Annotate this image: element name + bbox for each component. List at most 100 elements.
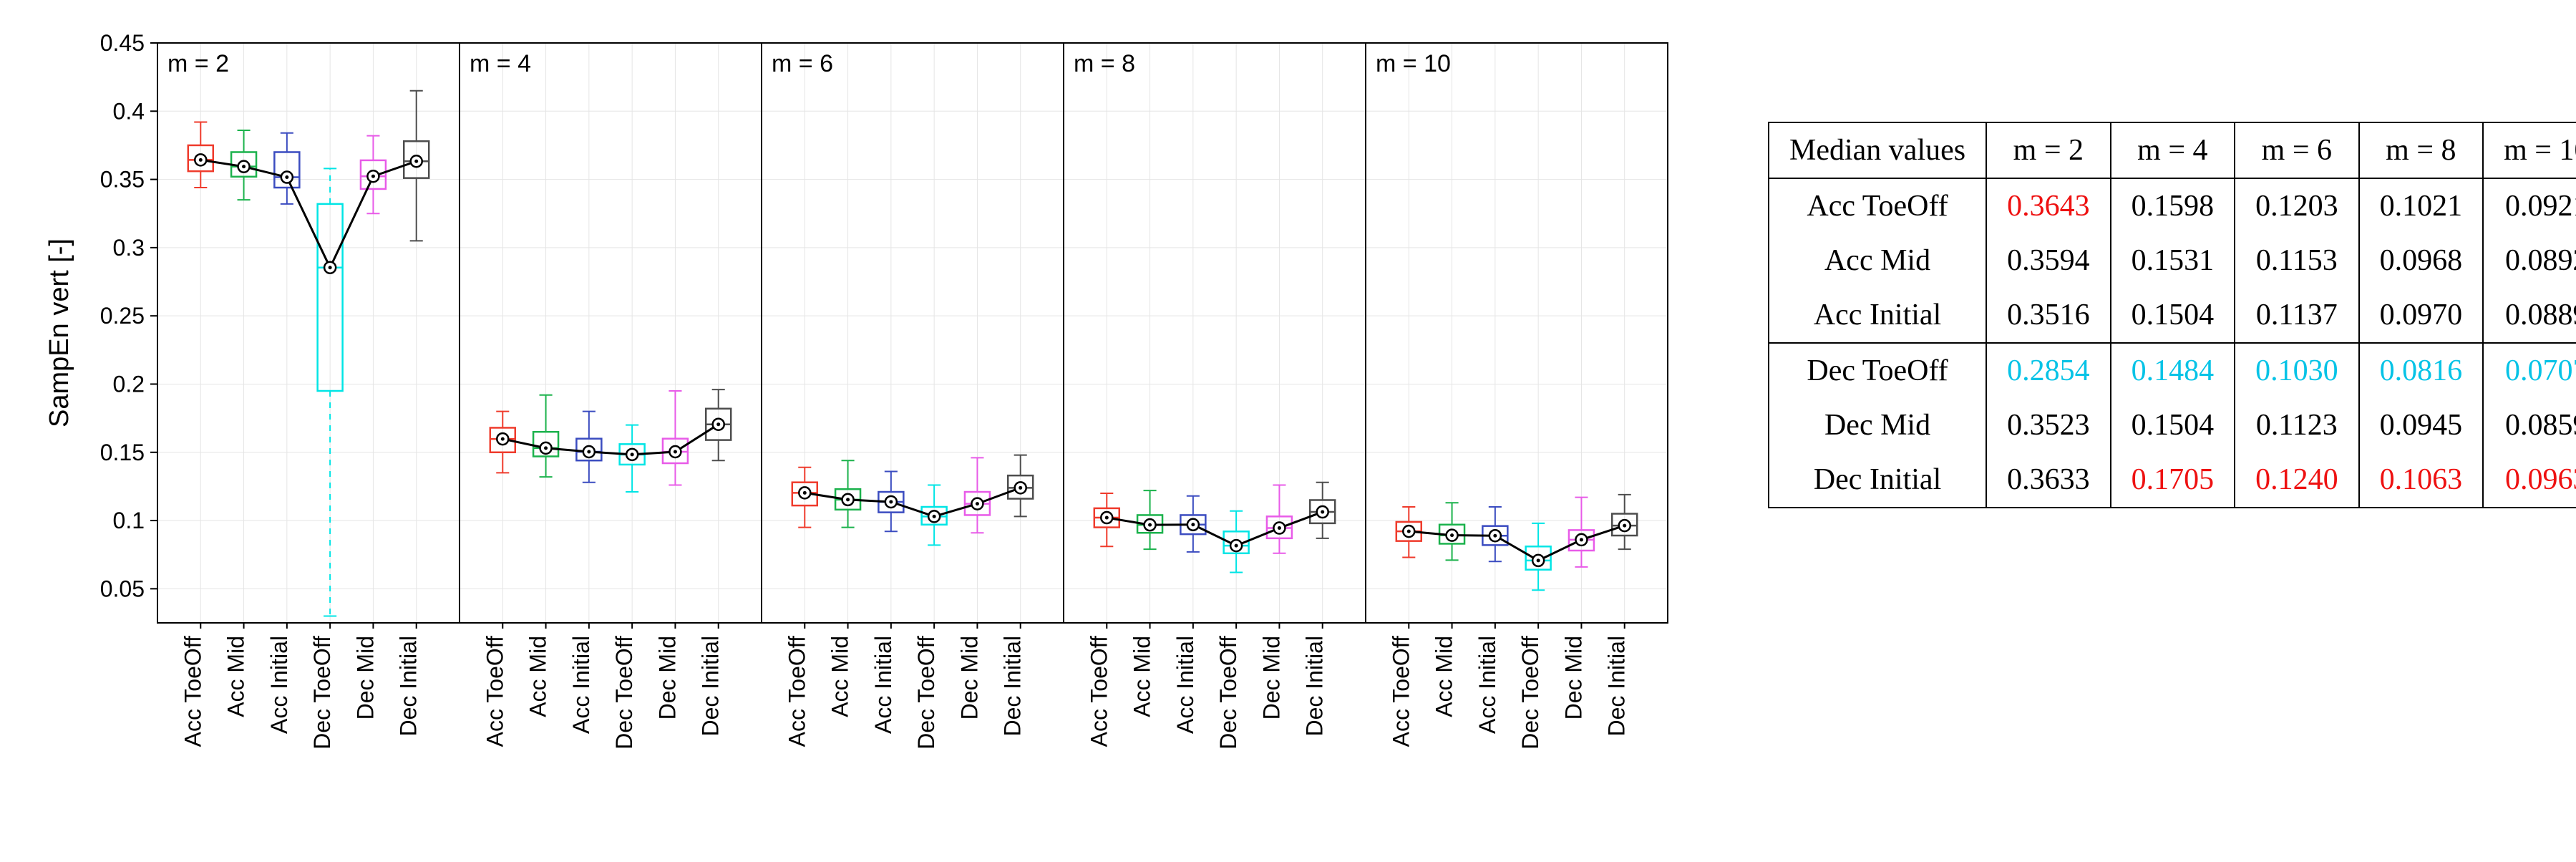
x-tick-label: Dec ToeOff xyxy=(1215,636,1241,750)
table-row: Dec Initial0.36330.17050.12400.10630.096… xyxy=(1769,452,2576,508)
y-tick-label: 0.25 xyxy=(100,303,145,329)
y-tick-label: 0.1 xyxy=(113,508,145,533)
table-cell: 0.0816 xyxy=(2359,343,2484,398)
boxplot-svg: SampEn vert [-] 0.05 0.1 0.15 0.2 0.25 0.3 0.35… xyxy=(36,21,1682,823)
x-tick-label: Dec Mid xyxy=(1560,636,1586,720)
table-cell: 0.1153 xyxy=(2235,233,2359,288)
table-row-label: Acc Mid xyxy=(1769,233,1986,288)
table-row: Acc Mid0.35940.15310.11530.09680.0892 xyxy=(1769,233,2576,288)
panel-label: m = 10 xyxy=(1376,50,1451,77)
x-tick-label: Dec Mid xyxy=(1258,636,1284,720)
x-tick-label: Dec ToeOff xyxy=(309,636,335,750)
x-tick-label: Dec Mid xyxy=(352,636,378,720)
table-cell: 0.3643 xyxy=(1986,178,2111,233)
panel-label: m = 6 xyxy=(772,50,833,77)
panel-label: m = 4 xyxy=(470,50,531,77)
table-cell: 0.1504 xyxy=(2111,398,2235,452)
table-cell: 0.0889 xyxy=(2483,288,2576,343)
x-tick-label: Dec Initial xyxy=(1302,636,1328,737)
y-tick-label: 0.35 xyxy=(100,167,145,193)
table-cell: 0.1063 xyxy=(2359,452,2484,508)
table-row: Dec Mid0.35230.15040.11230.09450.0859 xyxy=(1769,398,2576,452)
table-cell: 0.1203 xyxy=(2235,178,2359,233)
table-cell: 0.1484 xyxy=(2111,343,2235,398)
table-row-label: Dec Initial xyxy=(1769,452,1986,508)
x-tick-label: Acc ToeOff xyxy=(482,636,507,747)
y-tick-label: 0.15 xyxy=(100,440,145,465)
x-tick-label: Acc Mid xyxy=(1129,636,1155,717)
x-tick-label: Acc ToeOff xyxy=(1086,636,1112,747)
median-values-table: Median valuesm = 2m = 4m = 6m = 8m = 10 … xyxy=(1768,122,2576,508)
x-tick-label: Acc Mid xyxy=(223,636,249,717)
table-row-label: Dec Mid xyxy=(1769,398,1986,452)
x-tick-label: Acc ToeOff xyxy=(1388,636,1414,747)
y-tick-label: 0.2 xyxy=(113,371,145,397)
x-tick-label: Acc Mid xyxy=(525,636,551,717)
table-row: Acc Initial0.35160.15040.11370.09700.088… xyxy=(1769,288,2576,343)
table-cell: 0.2854 xyxy=(1986,343,2111,398)
table-cell: 0.1531 xyxy=(2111,233,2235,288)
table-column-header: m = 6 xyxy=(2235,122,2359,178)
y-tick-label: 0.05 xyxy=(100,576,145,601)
table-cell: 0.1137 xyxy=(2235,288,2359,343)
table-body: Acc ToeOff0.36430.15980.12030.10210.0921… xyxy=(1769,178,2576,508)
table-row-label: Dec ToeOff xyxy=(1769,343,1986,398)
x-tick-label: Acc Mid xyxy=(1432,636,1457,717)
table-row: Acc ToeOff0.36430.15980.12030.10210.0921 xyxy=(1769,178,2576,233)
x-tick-label: Acc Initial xyxy=(266,636,292,734)
table-cell: 0.1705 xyxy=(2111,452,2235,508)
table-cell: 0.0707 xyxy=(2483,343,2576,398)
panel-label: m = 2 xyxy=(167,50,229,77)
x-tick-label: Acc Initial xyxy=(870,636,896,734)
table-cell: 0.1504 xyxy=(2111,288,2235,343)
x-tick-label: Acc Initial xyxy=(1172,636,1198,734)
x-tick-label: Dec ToeOff xyxy=(913,636,939,750)
x-tick-label: Dec Initial xyxy=(396,636,422,737)
table-cell: 0.3594 xyxy=(1986,233,2111,288)
table-cell: 0.1030 xyxy=(2235,343,2359,398)
table-column-header: m = 8 xyxy=(2359,122,2484,178)
table-cell: 0.3516 xyxy=(1986,288,2111,343)
boxplot-panels: SampEn vert [-] 0.05 0.1 0.15 0.2 0.25 0.3 0.35… xyxy=(36,21,1682,827)
table-cell: 0.0968 xyxy=(2359,233,2484,288)
table-cell: 0.3523 xyxy=(1986,398,2111,452)
table-cell: 0.0859 xyxy=(2483,398,2576,452)
y-tick-label: 0.45 xyxy=(100,30,145,56)
x-tick-label: Dec Initial xyxy=(1000,636,1026,737)
x-tick-label: Acc ToeOff xyxy=(784,636,810,747)
table-cell: 0.0945 xyxy=(2359,398,2484,452)
table-row-label: Acc ToeOff xyxy=(1769,178,1986,233)
table-row-label: Acc Initial xyxy=(1769,288,1986,343)
table-cell: 0.3633 xyxy=(1986,452,2111,508)
x-tick-label: Acc Mid xyxy=(827,636,853,717)
table-cell: 0.1598 xyxy=(2111,178,2235,233)
x-tick-label: Dec ToeOff xyxy=(611,636,637,750)
table-cell: 0.1240 xyxy=(2235,452,2359,508)
table-row: Dec ToeOff0.28540.14840.10300.08160.0707 xyxy=(1769,343,2576,398)
x-tick-label: Dec Mid xyxy=(956,636,982,720)
x-tick-label: Dec ToeOff xyxy=(1517,636,1543,750)
table-cell: 0.0963 xyxy=(2483,452,2576,508)
table-cell: 0.0921 xyxy=(2483,178,2576,233)
table-cell: 0.1123 xyxy=(2235,398,2359,452)
table-column-header: m = 4 xyxy=(2111,122,2235,178)
panel-label: m = 8 xyxy=(1074,50,1135,77)
median-values-table-wrap: Median valuesm = 2m = 4m = 6m = 8m = 10 … xyxy=(1768,122,2576,508)
table-column-header: m = 2 xyxy=(1986,122,2111,178)
x-tick-label: Acc Initial xyxy=(568,636,594,734)
figure-root: SampEn vert [-] 0.05 0.1 0.15 0.2 0.25 0.3 0.35… xyxy=(0,0,2576,862)
y-tick-label: 0.3 xyxy=(113,235,145,261)
table-column-header: m = 10 xyxy=(2483,122,2576,178)
x-tick-label: Dec Initial xyxy=(698,636,724,736)
table-header-row: Median valuesm = 2m = 4m = 6m = 8m = 10 xyxy=(1769,122,2576,178)
table-cell: 0.0892 xyxy=(2483,233,2576,288)
table-cell: 0.1021 xyxy=(2359,178,2484,233)
x-tick-label: Dec Initial xyxy=(1604,636,1630,737)
y-axis-label: SampEn vert [-] xyxy=(44,238,74,427)
x-tick-label: Acc ToeOff xyxy=(180,636,205,747)
table-corner-cell: Median values xyxy=(1769,122,1986,178)
y-tick-label: 0.4 xyxy=(113,98,145,124)
table-cell: 0.0970 xyxy=(2359,288,2484,343)
x-tick-label: Acc Initial xyxy=(1474,636,1500,734)
x-tick-label: Dec Mid xyxy=(654,636,680,720)
